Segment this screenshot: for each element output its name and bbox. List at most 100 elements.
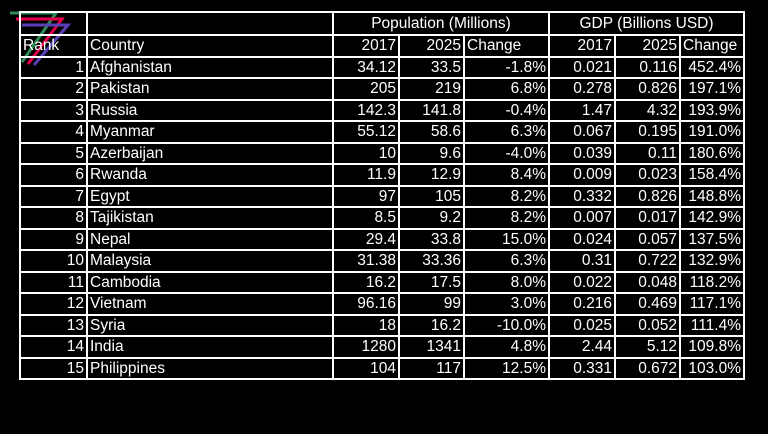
pop-change-cell: 8.4% [463, 163, 550, 187]
gdp-2017-header: 2017 [548, 34, 616, 58]
pop-change-cell: -0.4% [463, 98, 550, 122]
pop-change-cell: -1.8% [463, 55, 550, 79]
table-row: 5 Azerbaijan 10 9.6 -4.0% 0.039 0.11 180.6% [19, 141, 745, 165]
pop-change-cell: 8.0% [463, 270, 550, 294]
country-header: Country [86, 34, 334, 58]
gdp-2025-cell: 0.11 [614, 141, 681, 165]
pop-2017-cell: 97 [332, 184, 400, 208]
gdp-2017-cell: 0.021 [548, 55, 616, 79]
gdp-change-cell: 193.9% [679, 98, 745, 122]
country-cell: Nepal [86, 227, 334, 251]
pop-2025-cell: 99 [398, 292, 465, 316]
pop-2017-cell: 96.16 [332, 292, 400, 316]
pop-change-cell: -10.0% [463, 313, 550, 337]
gdp-2025-cell: 0.017 [614, 206, 681, 230]
table-row: 4 Myanmar 55.12 58.6 6.3% 0.067 0.195 191.0% [19, 120, 745, 144]
table-row: 9 Nepal 29.4 33.8 15.0% 0.024 0.057 137.5% [19, 227, 745, 251]
pop-change-cell: 3.0% [463, 292, 550, 316]
gdp-change-cell: 118.2% [679, 270, 745, 294]
rank-cell: 12 [19, 292, 88, 316]
country-cell: Pakistan [86, 77, 334, 101]
pop-2025-cell: 9.6 [398, 141, 465, 165]
pop-change-cell: 4.8% [463, 335, 550, 359]
pop-change-cell: 6.3% [463, 249, 550, 273]
gdp-2025-cell: 4.32 [614, 98, 681, 122]
rank-cell: 11 [19, 270, 88, 294]
pop-2025-cell: 17.5 [398, 270, 465, 294]
gdp-2025-cell: 0.722 [614, 249, 681, 273]
header-blank [86, 11, 334, 36]
pop-2017-cell: 10 [332, 141, 400, 165]
pop-2017-cell: 34.12 [332, 55, 400, 79]
gdp-change-cell: 142.9% [679, 206, 745, 230]
pop-2017-cell: 31.38 [332, 249, 400, 273]
gdp-change-cell: 148.8% [679, 184, 745, 208]
pop-2025-header: 2025 [398, 34, 465, 58]
rank-header: Rank [19, 34, 88, 58]
pop-2017-cell: 1280 [332, 335, 400, 359]
pop-2025-cell: 1341 [398, 335, 465, 359]
country-cell: Vietnam [86, 292, 334, 316]
data-table: Population (Millions) GDP (Billions USD)… [19, 11, 745, 380]
country-cell: Syria [86, 313, 334, 337]
gdp-change-cell: 158.4% [679, 163, 745, 187]
rank-cell: 6 [19, 163, 88, 187]
table-row: 7 Egypt 97 105 8.2% 0.332 0.826 148.8% [19, 184, 745, 208]
gdp-2025-cell: 0.469 [614, 292, 681, 316]
country-cell: Rwanda [86, 163, 334, 187]
pop-2025-cell: 33.36 [398, 249, 465, 273]
pop-change-cell: 15.0% [463, 227, 550, 251]
pop-change-cell: 12.5% [463, 356, 550, 380]
rank-cell: 5 [19, 141, 88, 165]
pop-2025-cell: 33.8 [398, 227, 465, 251]
gdp-2025-cell: 0.057 [614, 227, 681, 251]
gdp-change-header: Change [679, 34, 745, 58]
gdp-2017-cell: 0.332 [548, 184, 616, 208]
gdp-2025-header: 2025 [614, 34, 681, 58]
table-row: 2 Pakistan 205 219 6.8% 0.278 0.826 197.1% [19, 77, 745, 101]
pop-2017-cell: 205 [332, 77, 400, 101]
table-row: 11 Cambodia 16.2 17.5 8.0% 0.022 0.048 118.2% [19, 270, 745, 294]
gdp-2025-cell: 0.116 [614, 55, 681, 79]
gdp-change-cell: 117.1% [679, 292, 745, 316]
group-header-row: Population (Millions) GDP (Billions USD) [19, 11, 745, 36]
rank-cell: 13 [19, 313, 88, 337]
country-cell: Tajikistan [86, 206, 334, 230]
rank-cell: 10 [19, 249, 88, 273]
table-row: 3 Russia 142.3 141.8 -0.4% 1.47 4.32 193.9% [19, 98, 745, 122]
pop-2025-cell: 141.8 [398, 98, 465, 122]
pop-2017-cell: 29.4 [332, 227, 400, 251]
rank-cell: 7 [19, 184, 88, 208]
gdp-change-cell: 197.1% [679, 77, 745, 101]
pop-2017-cell: 104 [332, 356, 400, 380]
country-cell: Azerbaijan [86, 141, 334, 165]
gdp-change-cell: 191.0% [679, 120, 745, 144]
pop-change-cell: 8.2% [463, 206, 550, 230]
gdp-2017-cell: 0.331 [548, 356, 616, 380]
pop-2025-cell: 16.2 [398, 313, 465, 337]
pop-2017-cell: 142.3 [332, 98, 400, 122]
pop-2017-cell: 55.12 [332, 120, 400, 144]
pop-change-cell: 8.2% [463, 184, 550, 208]
rank-cell: 2 [19, 77, 88, 101]
country-cell: Malaysia [86, 249, 334, 273]
pop-2025-cell: 105 [398, 184, 465, 208]
table-row: 12 Vietnam 96.16 99 3.0% 0.216 0.469 117.1% [19, 292, 745, 316]
pop-2017-header: 2017 [332, 34, 400, 58]
country-cell: Cambodia [86, 270, 334, 294]
country-cell: Philippines [86, 356, 334, 380]
pop-2025-cell: 58.6 [398, 120, 465, 144]
pop-2017-cell: 11.9 [332, 163, 400, 187]
country-cell: India [86, 335, 334, 359]
gdp-2025-cell: 5.12 [614, 335, 681, 359]
population-group-header: Population (Millions) [332, 11, 550, 36]
country-cell: Russia [86, 98, 334, 122]
country-cell: Egypt [86, 184, 334, 208]
column-header-row: Rank Country 2017 2025 Change 2017 2025 … [19, 34, 745, 58]
table-row: 14 India 1280 1341 4.8% 2.44 5.12 109.8% [19, 335, 745, 359]
pop-2025-cell: 117 [398, 356, 465, 380]
gdp-change-cell: 132.9% [679, 249, 745, 273]
gdp-change-cell: 452.4% [679, 55, 745, 79]
table-row: 15 Philippines 104 117 12.5% 0.331 0.672 103.0% [19, 356, 745, 380]
gdp-change-cell: 109.8% [679, 335, 745, 359]
